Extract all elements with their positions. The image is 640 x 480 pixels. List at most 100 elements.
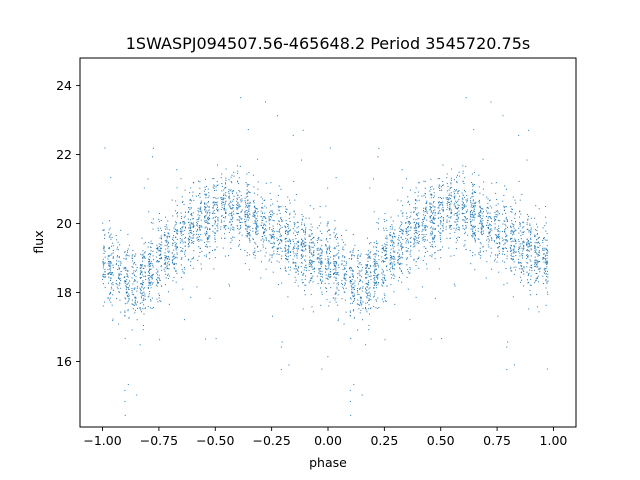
data-point <box>499 238 501 240</box>
data-point <box>381 298 383 300</box>
data-point <box>156 251 158 253</box>
data-point <box>124 276 126 278</box>
data-point <box>180 258 182 260</box>
y-tick-label: 22 <box>56 147 72 162</box>
data-point <box>248 190 250 192</box>
data-point <box>207 200 209 202</box>
data-point <box>397 280 399 282</box>
data-point <box>301 238 303 240</box>
data-point <box>344 257 346 259</box>
data-point <box>326 249 328 251</box>
data-point <box>246 252 248 254</box>
data-point <box>290 251 291 253</box>
data-point <box>359 304 361 306</box>
data-point <box>400 245 402 247</box>
data-point <box>248 226 250 228</box>
data-point <box>142 267 144 269</box>
data-point <box>309 256 311 258</box>
data-point <box>471 228 473 230</box>
data-point <box>382 277 384 279</box>
data-point <box>546 233 548 235</box>
data-point <box>399 254 401 256</box>
data-point <box>545 248 547 250</box>
data-point <box>132 260 134 262</box>
data-point <box>370 257 372 259</box>
data-point <box>504 261 506 263</box>
data-point <box>487 219 489 221</box>
data-point <box>278 209 280 211</box>
data-point <box>415 230 417 232</box>
data-point <box>464 196 466 198</box>
data-point <box>133 294 135 296</box>
data-point <box>432 237 434 239</box>
data-point <box>482 208 484 210</box>
data-point <box>232 204 234 206</box>
data-point <box>269 254 271 256</box>
data-point <box>392 262 394 264</box>
data-point <box>213 190 215 192</box>
data-point <box>409 253 411 255</box>
data-point <box>472 213 474 215</box>
data-point <box>189 192 191 194</box>
data-point <box>534 229 536 231</box>
data-point <box>489 212 491 214</box>
data-point <box>230 241 232 243</box>
data-point <box>336 288 338 290</box>
data-point <box>238 233 240 235</box>
data-point <box>326 291 328 293</box>
data-point <box>115 263 117 265</box>
data-point <box>365 265 367 267</box>
data-point <box>520 276 522 278</box>
data-point <box>221 196 223 198</box>
data-point <box>196 221 198 223</box>
data-point <box>143 267 145 269</box>
data-point <box>433 206 435 208</box>
data-point <box>317 253 319 255</box>
data-point <box>289 199 291 201</box>
data-point <box>229 206 231 208</box>
data-point <box>350 258 352 260</box>
data-point <box>128 317 130 319</box>
data-point <box>273 253 275 255</box>
data-point <box>245 205 247 207</box>
data-point <box>135 253 137 255</box>
data-point <box>269 258 271 260</box>
data-point <box>150 300 152 302</box>
data-point <box>534 252 536 254</box>
data-point <box>205 210 207 212</box>
data-point <box>398 239 400 241</box>
data-point <box>356 288 358 290</box>
data-point <box>393 268 395 270</box>
data-point <box>413 237 415 239</box>
data-point <box>108 272 110 274</box>
x-tick-label: 0.00 <box>314 433 342 448</box>
data-point <box>125 254 127 256</box>
data-point <box>255 229 257 231</box>
data-point <box>456 214 458 216</box>
data-point <box>446 237 448 239</box>
data-point <box>115 282 117 284</box>
data-point <box>168 303 170 305</box>
data-point <box>506 241 508 243</box>
data-point <box>368 267 370 269</box>
data-point <box>502 230 504 232</box>
data-point <box>334 236 336 238</box>
data-point <box>415 187 417 189</box>
data-point <box>360 296 362 298</box>
data-point <box>390 257 392 259</box>
data-point <box>298 267 300 269</box>
data-point <box>390 226 392 228</box>
data-point <box>148 253 150 255</box>
data-point <box>140 290 142 292</box>
data-point <box>523 240 525 242</box>
data-point <box>159 246 161 248</box>
data-point <box>214 204 216 206</box>
data-point <box>209 235 211 237</box>
data-point <box>472 215 474 217</box>
data-point <box>206 244 208 246</box>
data-point <box>374 262 376 264</box>
data-point <box>327 356 329 358</box>
data-point <box>381 284 383 286</box>
data-point <box>272 219 274 221</box>
data-point <box>160 219 162 221</box>
